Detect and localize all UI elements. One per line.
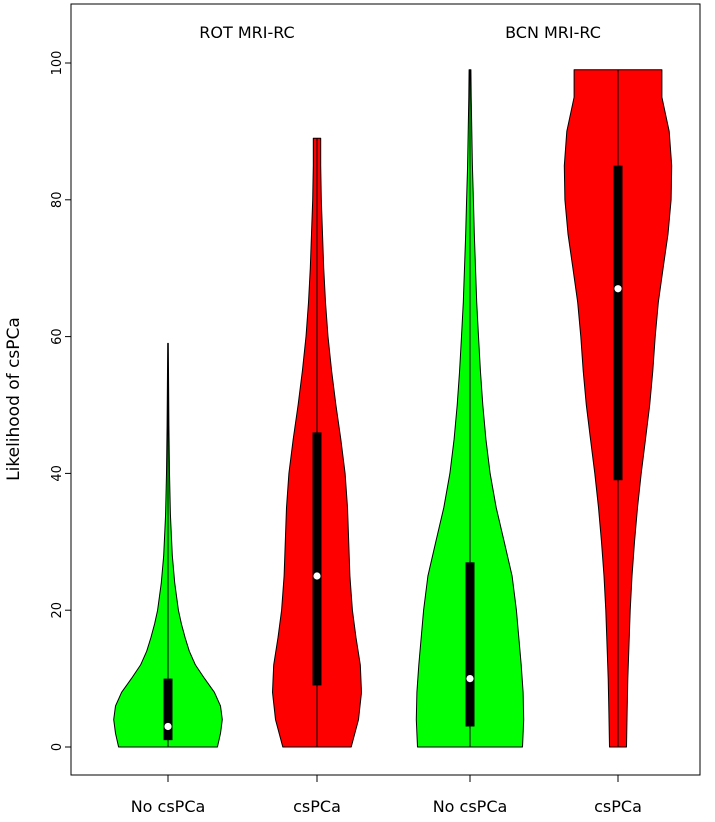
y-tick-label-80: 80 <box>50 192 65 209</box>
y-tick-label-60: 60 <box>50 328 65 345</box>
group-title-rot: ROT MRI-RC <box>199 23 294 42</box>
y-tick-label-20: 20 <box>50 602 65 619</box>
plot-frame <box>70 3 701 776</box>
y-tick-label-0: 0 <box>50 743 65 751</box>
violin-iqr-box-0 <box>163 678 173 741</box>
x-tick-label-2: No csPCa <box>433 797 508 816</box>
violin-iqr-box-2 <box>465 562 475 727</box>
violin-median-0 <box>164 722 172 731</box>
violin-median-2 <box>466 675 474 683</box>
violins-layer <box>113 69 673 748</box>
violin-iqr-box-1 <box>312 432 322 686</box>
group-title-bcn: BCN MRI-RC <box>505 23 601 42</box>
x-tick-label-3: csPCa <box>594 797 642 816</box>
y-tick-label-40: 40 <box>50 465 65 482</box>
y-tick-label-100: 100 <box>50 51 65 76</box>
violin-median-1 <box>313 572 321 580</box>
axes-layer: 0 20 40 60 80 100 No csPCa csPCa No csPCa csPCa <box>50 51 642 816</box>
violin-iqr-box-3 <box>613 165 623 481</box>
violin-median-3 <box>614 285 622 293</box>
x-tick-label-0: No csPCa <box>131 797 206 816</box>
x-tick-label-1: csPCa <box>293 797 341 816</box>
y-axis-title: Likelihood of csPCa <box>4 317 24 481</box>
